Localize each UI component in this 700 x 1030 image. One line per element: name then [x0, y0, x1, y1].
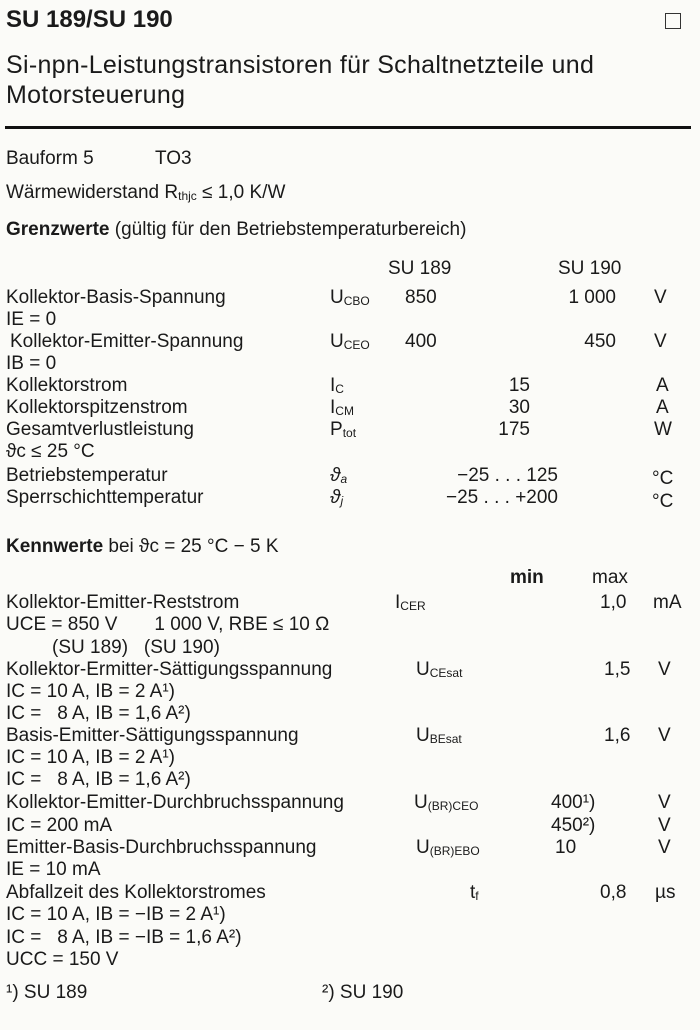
char-condition: IC = 8 A, IB = −IB = 1,6 A²) [6, 927, 242, 948]
limit-unit: V [654, 287, 667, 308]
col-su189: SU 189 [388, 258, 452, 279]
limit-value: 15 [508, 375, 530, 396]
limit-value-su189: 850 [405, 287, 437, 308]
char-condition: IC = 200 mA [6, 815, 113, 836]
limit-value: 30 [508, 397, 530, 418]
limit-symbol: ICM [330, 397, 354, 418]
bauform-value: TO3 [155, 148, 192, 169]
char-label: Kollektor-Emitter-Durchbruchsspannung [6, 792, 344, 813]
limit-unit: A [656, 397, 669, 418]
limit-symbol: ϑj [330, 487, 344, 508]
limit-label: Kollektorspitzenstrom [6, 397, 188, 418]
characteristics-heading: Kennwerte bei ϑc = 25 °C − 5 K [6, 536, 279, 558]
limit-value: −25 . . . +200 [446, 487, 558, 508]
footnote-1: ¹) SU 189 [6, 982, 88, 1003]
col-su190: SU 190 [558, 258, 622, 279]
char-unit: V [658, 792, 671, 813]
char-min: 450²) [551, 815, 596, 836]
char-condition: (SU 189) (SU 190) [52, 637, 220, 658]
limit-value: −25 . . . 125 [457, 465, 558, 486]
col-min: min [510, 567, 544, 588]
limit-unit: W [654, 419, 672, 440]
char-symbol: UBEsat [416, 725, 462, 746]
limits-heading-note: (gültig für den Betriebstemperaturbereic… [114, 219, 467, 240]
thermal-label: Wärmewiderstand [6, 182, 160, 203]
limit-symbol: IC [330, 375, 344, 396]
limit-label: Gesamtverlustleistung [6, 419, 194, 440]
char-max: 1,0 [600, 592, 627, 613]
char-condition: UCC = 150 V [6, 949, 119, 970]
char-label: Kollektor-Ermitter-Sättigungsspannung [6, 659, 333, 680]
limits-heading-text: Grenzwerte [6, 219, 110, 240]
footnote-2: ²) SU 190 [322, 982, 404, 1003]
limit-unit: V [654, 331, 667, 352]
checkbox-icon [665, 13, 681, 29]
limit-label: Kollektor-Basis-Spannung [6, 287, 226, 308]
char-unit: µs [655, 882, 676, 903]
limit-label: Sperrschichttemperatur [6, 487, 204, 508]
char-label: Emitter-Basis-Durchbruchsspannung [6, 837, 317, 858]
characteristics-heading-note: bei ϑc = 25 °C − 5 K [108, 536, 279, 557]
char-unit: V [658, 725, 671, 746]
thermal-symbol: R [164, 182, 179, 203]
limit-label: Kollektorstrom [6, 375, 128, 396]
char-condition: IE = 10 mA [6, 859, 101, 880]
limit-value-su190: 450 [584, 331, 616, 352]
limit-symbol: ϑa [330, 465, 348, 486]
char-condition: UCE = 850 V 1 000 V, RBE ≤ 10 Ω [6, 614, 330, 635]
limit-unit: °C [652, 468, 674, 489]
char-unit: V [658, 659, 671, 680]
limit-label: Betriebstemperatur [6, 465, 168, 486]
char-condition: IC = 8 A, IB = 1,6 A²) [6, 703, 191, 724]
char-symbol: U(BR)CEO [414, 792, 479, 813]
char-max: 0,8 [600, 882, 627, 903]
limit-value-su189: 400 [405, 331, 437, 352]
page-title: SU 189/SU 190 [6, 6, 173, 33]
limit-symbol: UCEO [330, 331, 370, 352]
limit-condition: ϑc ≤ 25 °C [6, 441, 95, 462]
char-condition: IC = 10 A, IB = 2 A¹) [6, 747, 175, 768]
subtitle: Si-npn-Leistungstransistoren für Schaltn… [6, 51, 595, 79]
limit-unit: A [656, 375, 669, 396]
limit-symbol: Ptot [330, 419, 357, 440]
char-label: Abfallzeit des Kollektorstromes [6, 882, 266, 903]
thermal-resistance: Wärmewiderstand Rthjc ≤ 1,0 K/W [6, 182, 285, 207]
bauform-label: Bauform 5 [6, 148, 94, 169]
char-label: Basis-Emitter-Sättigungsspannung [6, 725, 299, 746]
char-symbol: U(BR)EBO [416, 837, 480, 858]
char-symbol: UCEsat [416, 659, 463, 680]
char-min: 10 [555, 837, 577, 858]
char-symbol: tf [470, 882, 479, 903]
characteristics-heading-text: Kennwerte [6, 536, 104, 557]
limits-heading: Grenzwerte (gültig für den Betriebstempe… [6, 219, 466, 241]
char-condition: IC = 10 A, IB = −IB = 2 A¹) [6, 904, 226, 925]
char-symbol: ICER [395, 592, 426, 613]
divider [5, 126, 691, 129]
limit-unit: °C [652, 491, 674, 512]
subtitle: Motorsteuerung [6, 81, 186, 109]
char-unit: V [658, 815, 671, 836]
char-condition: IC = 10 A, IB = 2 A¹) [6, 681, 175, 702]
col-max: max [592, 567, 628, 588]
limit-value-su190: 1 000 [568, 287, 616, 308]
limit-value: 175 [498, 419, 530, 440]
limit-condition: IE = 0 [6, 309, 57, 330]
char-min: 400¹) [551, 792, 596, 813]
char-unit: V [658, 837, 671, 858]
limit-symbol: UCBO [330, 287, 370, 308]
limit-condition: IB = 0 [6, 353, 57, 374]
char-label: Kollektor-Emitter-Reststrom [6, 592, 240, 613]
thermal-value: ≤ 1,0 K/W [202, 182, 286, 203]
thermal-symbol-sub: thjc [178, 189, 197, 203]
char-unit: mA [653, 592, 682, 613]
char-max: 1,6 [604, 725, 631, 746]
limit-label: Kollektor-Emitter-Spannung [10, 331, 244, 352]
char-max: 1,5 [604, 659, 631, 680]
char-condition: IC = 8 A, IB = 1,6 A²) [6, 769, 191, 790]
